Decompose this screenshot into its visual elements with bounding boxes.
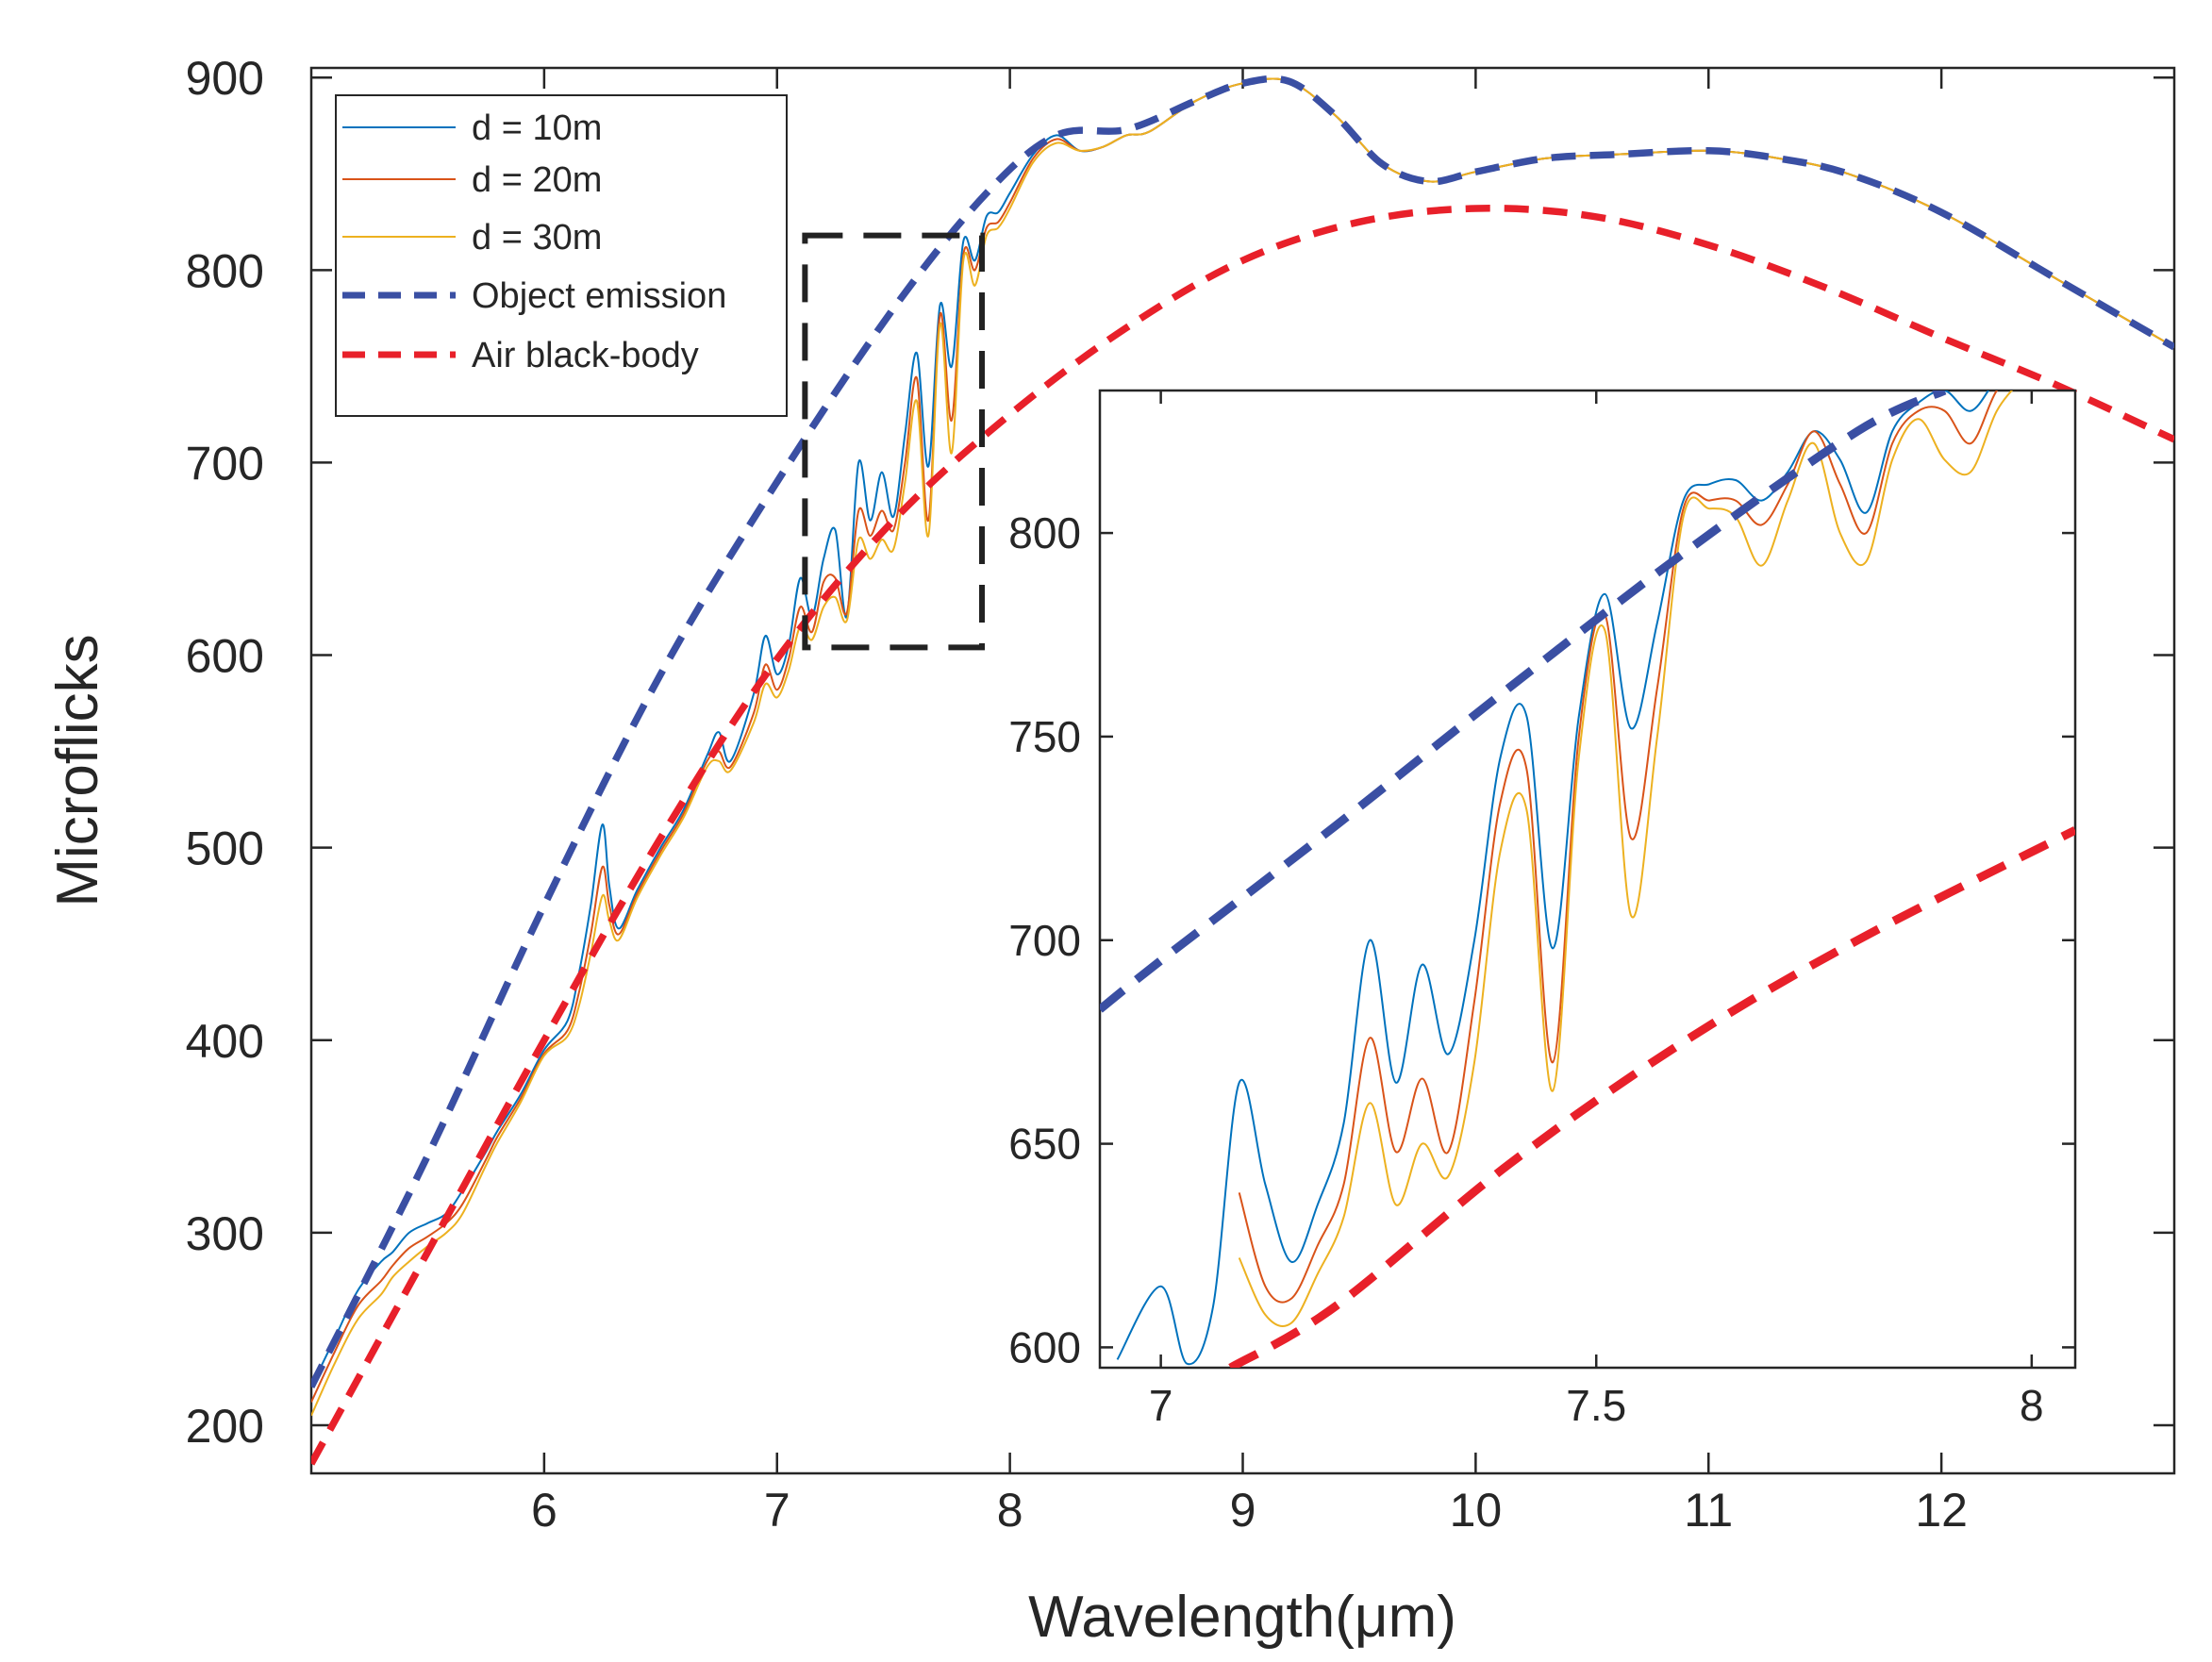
y-axis-label: Microflicks xyxy=(45,634,110,906)
legend-box xyxy=(335,94,788,417)
x-tick-label: 10 xyxy=(1450,1484,1503,1537)
x-tick-label: 8 xyxy=(2020,1381,2044,1430)
y-tick-label: 750 xyxy=(1008,712,1081,761)
y-tick-label: 900 xyxy=(186,52,264,105)
x-tick-label: 7 xyxy=(764,1484,790,1537)
x-tick-label: 7.5 xyxy=(1566,1381,1626,1430)
x-tick-label: 7 xyxy=(1149,1381,1173,1430)
legend: d = 10m d = 20m d = 30m Object emission … xyxy=(335,94,788,417)
series-line-d10 xyxy=(1116,391,1990,1366)
x-tick-label: 9 xyxy=(1230,1484,1256,1537)
y-tick-label: 500 xyxy=(186,823,264,875)
legend-label-object-emission: Object emission xyxy=(472,276,726,316)
series-line-air xyxy=(311,205,2174,1466)
y-tick-label: 650 xyxy=(1008,1120,1081,1169)
x-axis-label: Wavelength(μm) xyxy=(1028,1585,1456,1650)
y-tick-label: 600 xyxy=(186,630,264,683)
y-tick-label: 300 xyxy=(186,1207,264,1260)
series-line-object xyxy=(1100,391,1947,1013)
inset-series xyxy=(1100,391,2075,1368)
inset-y-ticks: 600 650 700 750 800 xyxy=(1008,508,2075,1371)
series-line-object xyxy=(311,75,2174,1388)
series-line-d30 xyxy=(1238,391,2014,1327)
series-line-air xyxy=(1228,826,2075,1368)
y-tick-label: 800 xyxy=(186,244,264,297)
y-tick-label: 400 xyxy=(186,1015,264,1068)
legend-label-air-black-body: Air black-body xyxy=(472,336,699,375)
legend-label-d20: d = 20m xyxy=(472,160,602,200)
zoom-box xyxy=(802,232,985,651)
main-y-ticks: 200 300 400 500 600 700 800 900 xyxy=(186,52,2174,1453)
x-tick-label: 11 xyxy=(1684,1484,1733,1537)
y-tick-label: 700 xyxy=(1008,916,1081,965)
legend-label-d10: d = 10m xyxy=(472,108,602,148)
series-line-d30 xyxy=(311,77,2174,1417)
legend-label-d30: d = 30m xyxy=(472,218,602,258)
x-tick-label: 6 xyxy=(531,1484,557,1537)
x-tick-label: 8 xyxy=(997,1484,1023,1537)
series-line-d20 xyxy=(1238,391,1999,1304)
y-tick-label: 800 xyxy=(1008,508,1081,557)
x-tick-label: 12 xyxy=(1915,1484,1968,1537)
y-tick-label: 200 xyxy=(186,1400,264,1453)
main-x-ticks: 6 7 8 9 10 11 12 xyxy=(531,68,1968,1537)
inset-x-ticks: 7 7.5 8 xyxy=(1149,391,2044,1430)
y-tick-label: 700 xyxy=(186,437,264,490)
y-tick-label: 600 xyxy=(1008,1322,1081,1371)
main-series xyxy=(311,75,2174,1466)
